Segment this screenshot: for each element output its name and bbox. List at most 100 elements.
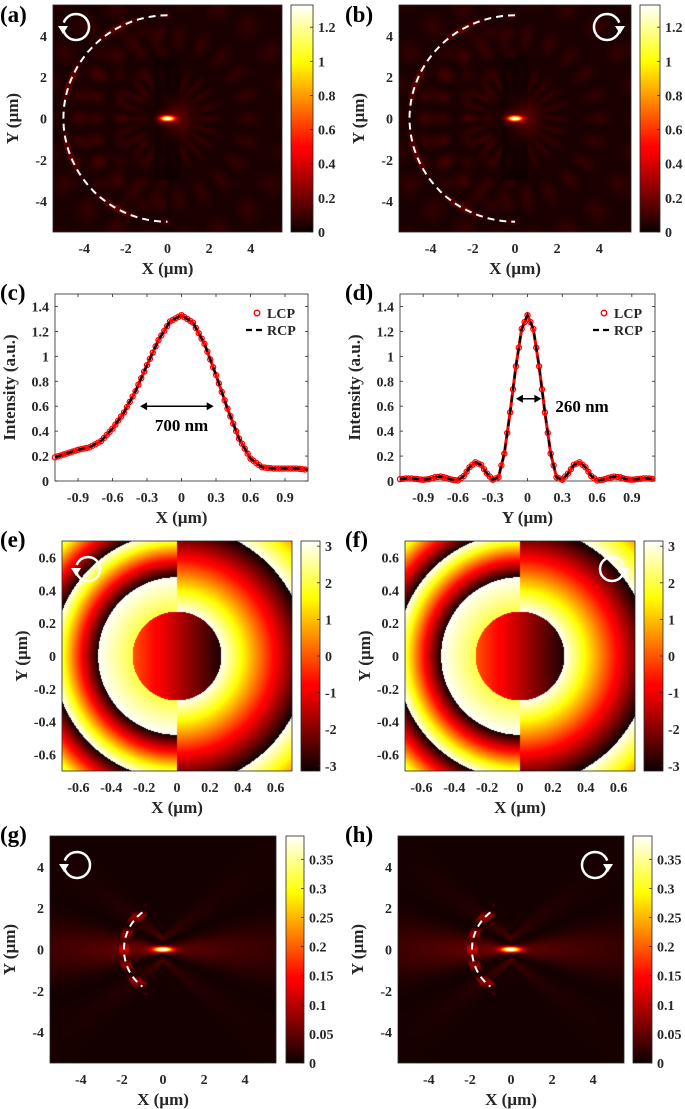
clockwise-circular-arrow-icon bbox=[580, 850, 613, 880]
lens-outline-dashed-arc bbox=[123, 911, 144, 988]
panel-b bbox=[398, 4, 661, 233]
y-axis-label: Intensity (a.u.) bbox=[345, 334, 364, 440]
x-tick-label: 0 bbox=[174, 781, 181, 796]
panel-label: (b) bbox=[345, 2, 373, 27]
panel-h bbox=[397, 835, 653, 1064]
lcp-marker bbox=[123, 403, 131, 411]
lcp-marker bbox=[244, 450, 251, 457]
y-tick-label: 0.6 bbox=[382, 551, 400, 566]
panel-label: (c) bbox=[0, 280, 26, 305]
y-tick-label: 0 bbox=[42, 475, 49, 490]
lcp-marker bbox=[126, 398, 133, 406]
x-axis-label: X (µm) bbox=[489, 259, 541, 278]
lcp-marker bbox=[198, 335, 205, 342]
lcp-marker bbox=[109, 425, 116, 432]
counterclockwise-circular-arrow-icon-arrowhead bbox=[71, 568, 81, 576]
y-tick-label: 4 bbox=[40, 30, 47, 45]
lcp-marker bbox=[258, 464, 266, 471]
y-tick-label: 0 bbox=[386, 113, 393, 128]
colorbar-b bbox=[640, 5, 660, 232]
colorbar-tick-label: 0.4 bbox=[665, 158, 683, 173]
axes-box bbox=[54, 293, 309, 482]
x-tick-label: -2 bbox=[464, 1073, 476, 1088]
colorbar-tick-label: 0 bbox=[657, 1057, 664, 1072]
y-tick-label: 0 bbox=[40, 113, 47, 128]
colorbar-tick-label: 0.2 bbox=[309, 941, 327, 956]
x-tick-label: 2 bbox=[549, 1073, 556, 1088]
colorbar-box bbox=[639, 4, 661, 233]
y-tick-label: 0 bbox=[387, 475, 394, 490]
colorbar-tick-label: -2 bbox=[668, 723, 680, 738]
lcp-marker bbox=[564, 470, 572, 477]
legend-lcp-label: LCP bbox=[267, 307, 295, 322]
counterclockwise-circular-arrow-icon-arrowhead bbox=[59, 864, 69, 872]
colorbar-box bbox=[285, 835, 305, 1064]
clockwise-circular-arrow-icon-arc bbox=[580, 850, 609, 880]
x-tick-label: 0.9 bbox=[276, 491, 294, 506]
colorbar-tick-label: -1 bbox=[325, 687, 337, 702]
y-tick-label: 4 bbox=[386, 30, 393, 45]
lcp-marker bbox=[585, 468, 592, 475]
x-tick-label: 0 bbox=[164, 242, 171, 257]
clockwise-circular-arrow-icon bbox=[592, 12, 625, 42]
colorbar-tick-label: 0.2 bbox=[657, 941, 675, 956]
x-tick-label: 0.4 bbox=[577, 781, 595, 796]
legend-lcp-marker bbox=[600, 309, 608, 317]
colorbar-tick-label: 3 bbox=[325, 540, 332, 555]
axes-box bbox=[397, 835, 625, 1064]
colorbar-tick-label: 1.2 bbox=[318, 21, 336, 36]
panel-label: (g) bbox=[0, 822, 27, 847]
panel-c bbox=[51, 293, 309, 482]
lcp-marker bbox=[463, 468, 470, 475]
colorbar-tick-label: 0.6 bbox=[665, 124, 683, 139]
x-tick-label: -2 bbox=[116, 1073, 128, 1088]
x-tick-label: 0.9 bbox=[623, 491, 641, 506]
x-tick-label: -2 bbox=[467, 242, 479, 257]
panel-g bbox=[49, 835, 305, 1064]
arrowhead-right bbox=[534, 394, 542, 403]
y-tick-label: 0.4 bbox=[382, 584, 400, 599]
colorbar-tick-label: 1 bbox=[668, 613, 675, 628]
clockwise-circular-arrow-icon bbox=[598, 555, 629, 583]
x-tick-label: -0.6 bbox=[447, 491, 469, 506]
y-tick-label: 0.8 bbox=[32, 375, 50, 390]
colorbar-tick-label: -3 bbox=[325, 760, 337, 775]
colorbar-tick-label: 1.2 bbox=[665, 21, 683, 36]
y-tick-label: -4 bbox=[380, 1026, 392, 1041]
y-tick-label: 0.4 bbox=[39, 584, 57, 599]
colorbar-e bbox=[301, 541, 320, 771]
lcp-marker bbox=[460, 472, 467, 480]
colorbar-tick-label: 0.2 bbox=[318, 192, 336, 207]
clockwise-circular-arrow-icon-arc bbox=[592, 12, 621, 42]
colorbar-tick-label: 0.15 bbox=[309, 970, 334, 985]
x-tick-label: -0.6 bbox=[410, 781, 432, 796]
axes-box bbox=[399, 293, 656, 482]
y-axis-label: Y (µm) bbox=[355, 630, 374, 681]
colorbar-box bbox=[290, 4, 314, 233]
x-tick-label: -0.4 bbox=[443, 781, 465, 796]
x-tick-label: -0.4 bbox=[100, 781, 122, 796]
colorbar-f bbox=[644, 541, 663, 771]
fwhm-label: 700 nm bbox=[155, 416, 208, 435]
colorbar-tick-label: 0.35 bbox=[309, 853, 334, 868]
colorbar-tick-label: 1 bbox=[325, 613, 332, 628]
panel-label: (d) bbox=[345, 280, 373, 305]
x-axis-label: Y (µm) bbox=[502, 508, 553, 527]
y-tick-label: 0 bbox=[385, 944, 392, 959]
x-tick-label: 0.2 bbox=[201, 781, 219, 796]
x-axis-label: X (µm) bbox=[137, 1090, 189, 1109]
y-tick-label: 1.2 bbox=[377, 325, 395, 340]
x-tick-label: -0.6 bbox=[101, 491, 123, 506]
arrowhead-right bbox=[206, 402, 214, 411]
y-tick-label: 4 bbox=[37, 861, 44, 876]
x-tick-label: 0 bbox=[178, 491, 185, 506]
colorbar-tick-label: 0 bbox=[318, 226, 325, 241]
colorbar-tick-label: 0.4 bbox=[318, 158, 336, 173]
colorbar-tick-label: 0.05 bbox=[309, 1028, 334, 1043]
x-tick-label: 4 bbox=[596, 242, 603, 257]
series-rcp-line bbox=[399, 312, 656, 482]
y-tick-label: 1.4 bbox=[377, 300, 395, 315]
lcp-marker bbox=[238, 440, 246, 447]
x-tick-label: 0 bbox=[524, 491, 531, 506]
y-tick-label: 0.6 bbox=[377, 400, 395, 415]
